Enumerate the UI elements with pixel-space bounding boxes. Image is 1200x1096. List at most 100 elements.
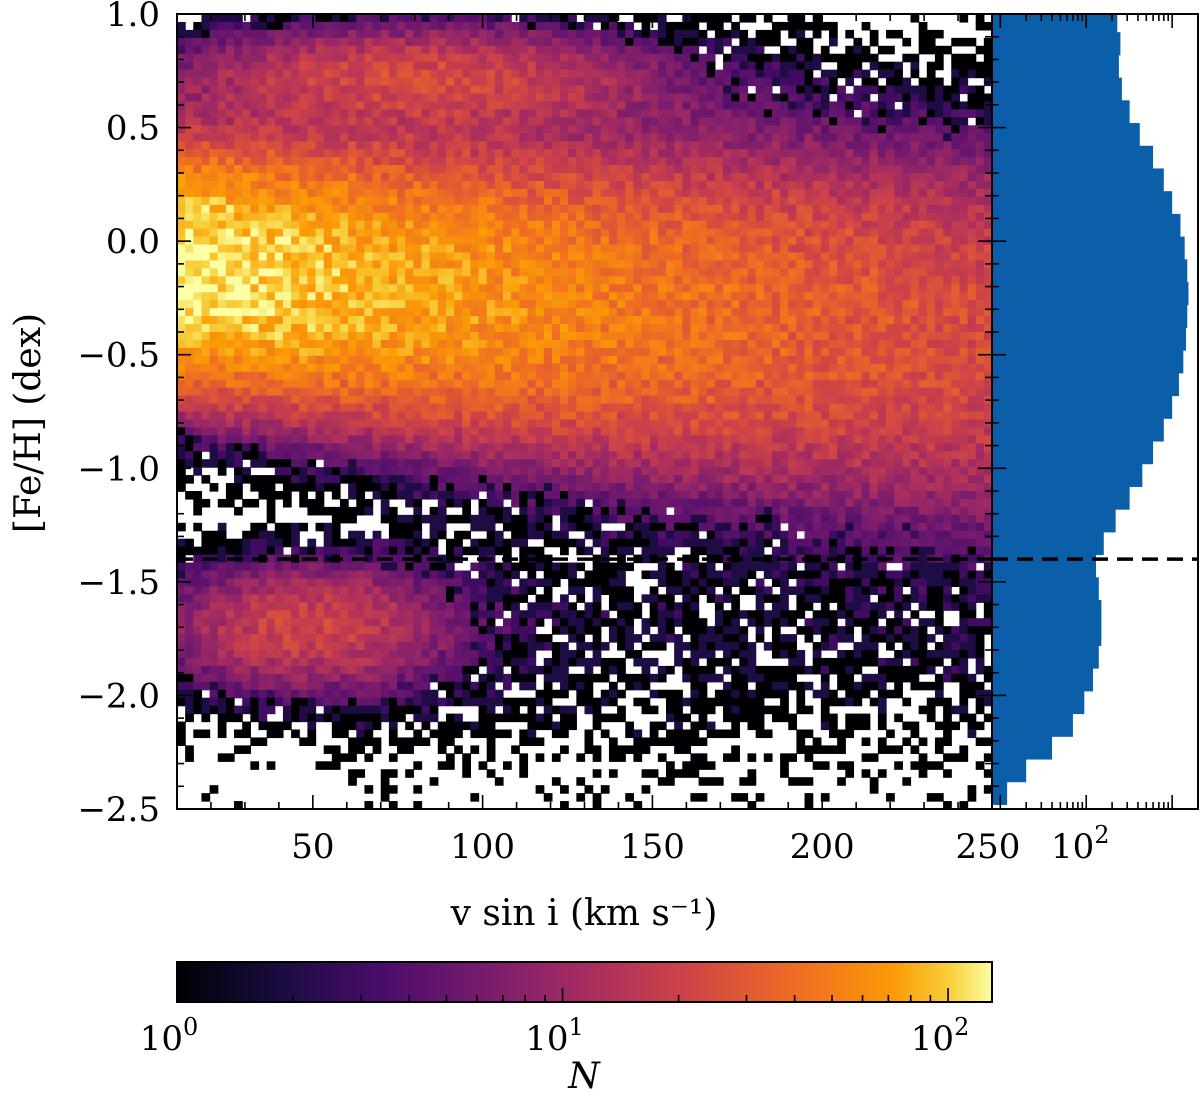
heatmap-cell — [177, 690, 186, 699]
heatmap-cell — [356, 94, 365, 103]
heatmap-cell — [617, 149, 626, 158]
heatmap-cell — [267, 443, 276, 452]
heatmap-cell — [422, 372, 431, 381]
heatmap-cell — [446, 284, 455, 293]
heatmap-cell — [242, 634, 251, 643]
heatmap-cell — [576, 396, 585, 405]
heatmap-cell — [560, 396, 569, 405]
heatmap-cell — [470, 173, 479, 182]
heatmap-cell — [348, 586, 357, 595]
heatmap-cell — [454, 491, 463, 500]
heatmap-cell — [356, 324, 365, 333]
heatmap-cell — [609, 658, 618, 667]
heatmap-cell — [487, 165, 496, 174]
heatmap-cell — [299, 22, 308, 31]
heatmap-cell — [332, 547, 341, 556]
heatmap-cell — [177, 634, 186, 643]
heatmap-cell — [642, 181, 651, 190]
heatmap-cell — [462, 443, 471, 452]
heatmap-cell — [242, 213, 251, 222]
heatmap-cell — [625, 46, 634, 55]
heatmap-cell — [430, 388, 439, 397]
heatmap-cell — [356, 316, 365, 325]
heatmap-cell — [373, 404, 382, 413]
heatmap-cell — [422, 674, 431, 683]
heatmap-cell — [201, 443, 210, 452]
heatmap-cell — [479, 467, 488, 476]
heatmap-cell — [405, 459, 414, 468]
heatmap-cell — [470, 133, 479, 142]
heatmap-cell — [267, 475, 276, 484]
heatmap-cell — [552, 412, 561, 421]
heatmap-cell — [536, 189, 545, 198]
heatmap-cell — [625, 101, 634, 110]
heatmap-cell — [299, 380, 308, 389]
heatmap-cell — [462, 483, 471, 492]
heatmap-cell — [560, 109, 569, 118]
heatmap-cell — [259, 578, 268, 587]
heatmap-cell — [617, 316, 626, 325]
heatmap-cell — [307, 229, 316, 238]
heatmap-cell — [210, 308, 219, 317]
heatmap-cell — [364, 507, 373, 516]
heatmap-cell — [511, 332, 520, 341]
heatmap-cell — [633, 650, 642, 659]
heatmap-cell — [470, 78, 479, 87]
heatmap-cell — [234, 245, 243, 254]
heatmap-cell — [218, 571, 227, 580]
heatmap-cell — [446, 388, 455, 397]
heatmap-cell — [625, 682, 634, 691]
heatmap-cell — [625, 539, 634, 548]
heatmap-cell — [438, 650, 447, 659]
heatmap-cell — [552, 372, 561, 381]
heatmap-cell — [576, 380, 585, 389]
heatmap-cell — [389, 308, 398, 317]
heatmap-cell — [201, 292, 210, 301]
heatmap-cell — [487, 547, 496, 556]
heatmap-cell — [511, 388, 520, 397]
heatmap-cell — [495, 563, 504, 572]
heatmap-cell — [193, 30, 202, 39]
heatmap-cell — [503, 571, 512, 580]
heatmap-cell — [422, 578, 431, 587]
heatmap-cell — [307, 260, 316, 269]
heatmap-cell — [397, 594, 406, 603]
heatmap-cell — [601, 165, 610, 174]
heatmap-cell — [340, 86, 349, 95]
heatmap-cell — [250, 109, 259, 118]
heatmap-cell — [536, 451, 545, 460]
heatmap-cell — [177, 268, 186, 277]
heatmap-cell — [495, 531, 504, 540]
heatmap-cell — [405, 173, 414, 182]
heatmap-cell — [479, 722, 488, 731]
heatmap-cell — [576, 777, 585, 786]
heatmap-cell — [633, 268, 642, 277]
heatmap-cell — [462, 507, 471, 516]
heatmap-cell — [503, 761, 512, 770]
heatmap-cell — [397, 578, 406, 587]
heatmap-cell — [364, 499, 373, 508]
heatmap-cell — [568, 412, 577, 421]
heatmap-cell — [470, 117, 479, 126]
heatmap-cell — [381, 78, 390, 87]
heatmap-cell — [536, 78, 545, 87]
heatmap-cell — [544, 268, 553, 277]
heatmap-cell — [560, 412, 569, 421]
heatmap-cell — [544, 70, 553, 79]
heatmap-cell — [617, 364, 626, 373]
heatmap-cell — [332, 427, 341, 436]
heatmap-cell — [405, 38, 414, 47]
heatmap-cell — [201, 54, 210, 63]
heatmap-cell — [397, 586, 406, 595]
heatmap-cell — [283, 427, 292, 436]
heatmap-cell — [568, 571, 577, 580]
heatmap-cell — [226, 141, 235, 150]
heatmap-cell — [625, 133, 634, 142]
heatmap-cell — [332, 117, 341, 126]
heatmap-cell — [487, 332, 496, 341]
heatmap-cell — [185, 54, 194, 63]
heatmap-cell — [544, 435, 553, 444]
heatmap-cell — [242, 332, 251, 341]
heatmap-cell — [397, 181, 406, 190]
heatmap-cell — [462, 197, 471, 206]
